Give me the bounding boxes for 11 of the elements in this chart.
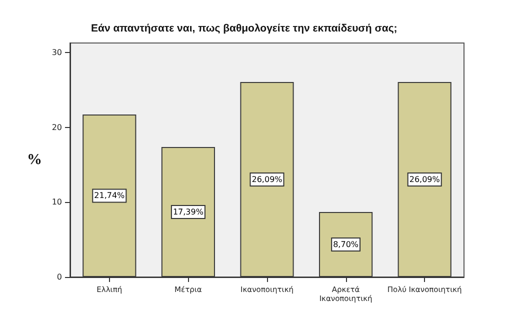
data-label: 26,09% [252, 174, 283, 184]
chart-title: Εάν απαντήσατε ναι, πως βαθμολογείτε την εκπαίδευσή σας; [91, 22, 398, 34]
y-tick-label: 30 [52, 48, 62, 58]
y-axis-title: % [27, 152, 42, 168]
y-tick-label: 20 [52, 122, 62, 132]
data-label: 17,39% [172, 207, 204, 216]
data-label: 8,70% [333, 240, 359, 249]
data-label: 21,74% [94, 191, 126, 200]
data-label: 26,09% [409, 174, 440, 184]
y-tick-label: 10 [52, 198, 62, 207]
y-tick-label: 0 [56, 272, 62, 282]
